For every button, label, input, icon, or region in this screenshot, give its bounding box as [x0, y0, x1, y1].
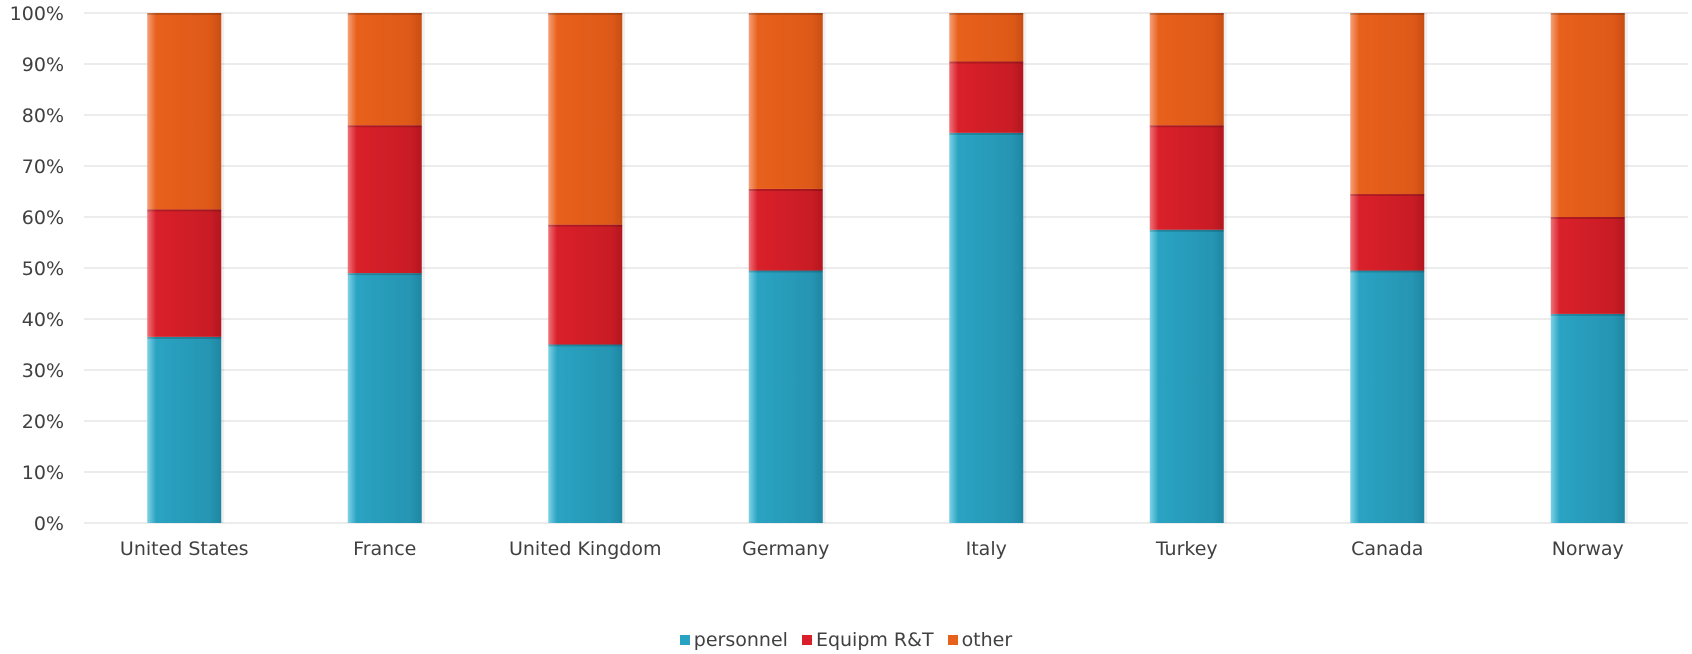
x-category-label: Canada	[1351, 538, 1423, 560]
bars	[147, 13, 1628, 523]
bar-segment-personnel	[347, 273, 422, 523]
x-category-label: United States	[120, 538, 249, 560]
bar-segment-other	[347, 13, 422, 126]
y-tick-label: 70%	[22, 156, 64, 178]
x-category-label: France	[353, 538, 416, 560]
bar-segment-personnel	[548, 344, 623, 523]
gridlines	[84, 12, 1688, 524]
bar-segment-personnel	[748, 270, 823, 523]
bar-segment-other	[748, 13, 823, 189]
x-category-label: Germany	[742, 538, 829, 560]
y-tick-label: 90%	[22, 54, 64, 76]
y-tick-label: 80%	[22, 105, 64, 127]
y-tick-label: 10%	[22, 462, 64, 484]
y-tick-label: 0%	[34, 513, 64, 535]
legend-swatch-personnel	[679, 635, 690, 645]
legend-item-other: other	[947, 629, 1013, 651]
legend-item-personnel: personnel	[679, 629, 788, 651]
x-category-label: Norway	[1552, 538, 1624, 560]
y-axis-ticks: 0% 10% 20% 30% 40% 50% 60% 70% 80% 90% 100%	[10, 3, 64, 535]
bar-segment-personnel	[1350, 270, 1425, 523]
bar-segment-personnel	[1149, 229, 1224, 523]
bar-segment-personnel	[949, 132, 1024, 523]
bar-segment-other	[1149, 13, 1224, 126]
x-category-label: Italy	[966, 538, 1007, 560]
bar-segment-personnel	[147, 336, 222, 523]
bar-segment-other	[548, 13, 623, 225]
legend-swatch-equipm	[801, 635, 812, 645]
bar-segment-equipm	[548, 224, 623, 345]
y-tick-label: 100%	[10, 3, 64, 25]
y-tick-label: 30%	[22, 360, 64, 382]
y-tick-label: 50%	[22, 258, 64, 280]
x-category-label: Turkey	[1155, 538, 1218, 560]
legend-item-equipm: Equipm R&T	[801, 629, 934, 651]
bar-segment-equipm	[1550, 217, 1625, 314]
y-tick-label: 40%	[22, 309, 64, 331]
legend-label-personnel: personnel	[693, 629, 788, 651]
bar-segment-equipm	[748, 188, 823, 271]
bar-segment-other	[1550, 13, 1625, 217]
bar-segment-equipm	[347, 125, 422, 274]
legend-label-equipm: Equipm R&T	[815, 629, 934, 651]
y-tick-label: 60%	[22, 207, 64, 229]
legend: personnel Equipm R&T other	[0, 628, 1692, 652]
bar-segment-other	[147, 13, 222, 210]
bar-segment-other	[949, 13, 1024, 62]
bar-segment-equipm	[1149, 125, 1224, 230]
bar-segment-other	[1350, 13, 1425, 195]
bar-segment-personnel	[1550, 313, 1625, 523]
bar-segment-equipm	[1350, 194, 1425, 271]
legend-label-other: other	[961, 629, 1013, 651]
x-axis-labels: United States France United Kingdom Germany…	[120, 538, 1624, 560]
legend-swatch-other	[947, 635, 958, 645]
y-tick-label: 20%	[22, 411, 64, 433]
x-category-label: United Kingdom	[509, 538, 662, 560]
bar-segment-equipm	[949, 61, 1024, 133]
bar-segment-equipm	[147, 209, 222, 337]
